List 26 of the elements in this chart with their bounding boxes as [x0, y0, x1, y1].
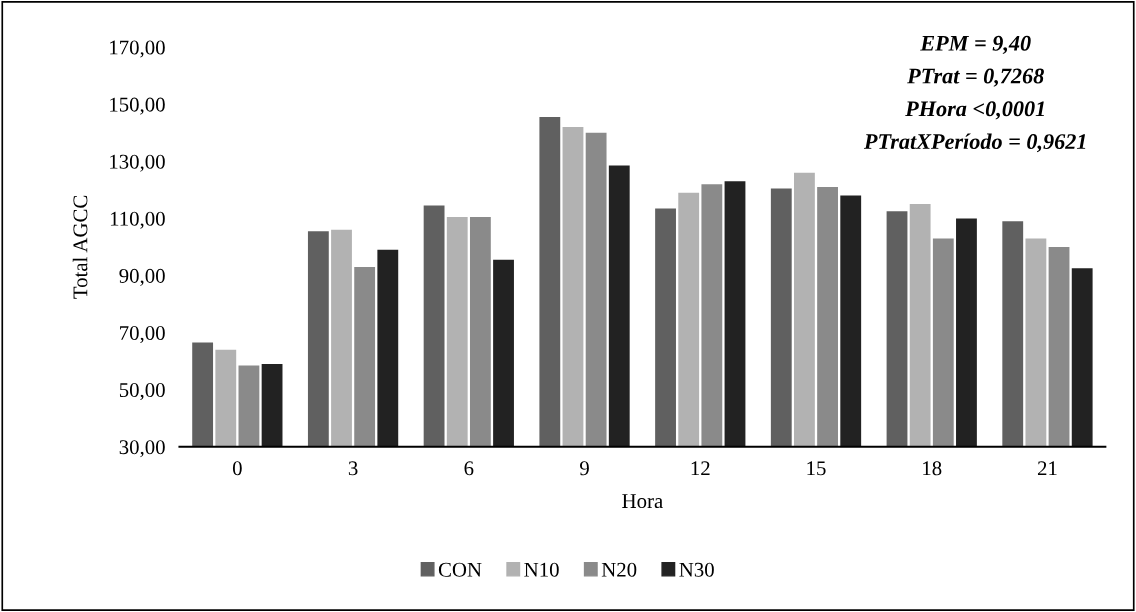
x-tick-label: 21: [1037, 461, 1057, 476]
legend-label: CON: [438, 562, 482, 577]
annotation: PTratXPeríodo = 0,9621: [863, 133, 1086, 153]
y-tick-label: 70,00: [120, 325, 165, 344]
legend-label: N30: [679, 562, 714, 577]
annotation: EPM = 9,40: [920, 35, 1031, 54]
x-tick-label: 3: [348, 461, 358, 476]
y-tick-label: 30,00: [119, 440, 165, 458]
x-tick-label: 12: [691, 461, 710, 476]
x-tick-label: 0: [232, 461, 242, 476]
x-tick-label: 9: [580, 461, 589, 476]
x-tick-label: 15: [807, 461, 826, 476]
y-tick-label: 90,00: [119, 268, 165, 286]
legend-label: N10: [524, 562, 559, 577]
y-tick-label: 110,00: [110, 211, 165, 229]
y-tick-label: 130,00: [110, 154, 165, 172]
legend-label: N20: [601, 562, 637, 577]
x-axis-title: Hora: [622, 494, 663, 509]
x-tick-label: 18: [923, 461, 942, 476]
y-tick-label: 170,00: [110, 40, 165, 58]
y-tick-label: 50,00: [119, 383, 165, 401]
x-tick-label: 6: [464, 461, 474, 476]
annotation: PTrat = 0,7268: [907, 68, 1044, 87]
y-axis-title: Total AGCC: [72, 195, 88, 299]
y-tick-label: 150,00: [110, 97, 165, 115]
annotation: PHora <0,0001: [905, 101, 1044, 120]
